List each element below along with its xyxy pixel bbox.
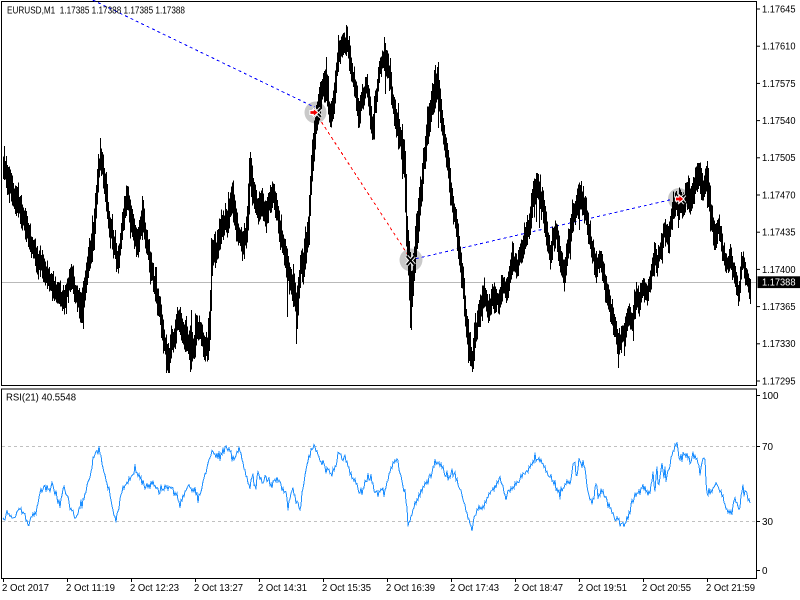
svg-text:1.17645: 1.17645 <box>762 4 796 15</box>
svg-text:2 Oct 13:27: 2 Oct 13:27 <box>194 583 243 594</box>
svg-text:1.17400: 1.17400 <box>762 265 796 276</box>
svg-text:1.17365: 1.17365 <box>762 302 796 313</box>
svg-text:2 Oct 15:35: 2 Oct 15:35 <box>322 583 371 594</box>
svg-text:2 Oct 2017: 2 Oct 2017 <box>2 583 49 594</box>
svg-text:1.17388: 1.17388 <box>762 278 796 289</box>
svg-text:EURUSD,M1 1.17385 1.17388 1.1: EURUSD,M1 1.17385 1.17388 1.17385 1.1738… <box>7 6 185 17</box>
svg-text:1.17575: 1.17575 <box>762 79 796 90</box>
svg-text:1.17540: 1.17540 <box>762 116 796 127</box>
svg-text:2 Oct 21:59: 2 Oct 21:59 <box>706 583 755 594</box>
svg-text:1.17610: 1.17610 <box>762 42 796 53</box>
svg-text:100: 100 <box>762 391 779 402</box>
svg-text:2 Oct 14:31: 2 Oct 14:31 <box>258 583 307 594</box>
svg-text:70: 70 <box>762 442 773 453</box>
svg-text:2 Oct 11:19: 2 Oct 11:19 <box>66 583 115 594</box>
svg-text:2 Oct 17:43: 2 Oct 17:43 <box>450 583 499 594</box>
svg-text:2 Oct 18:47: 2 Oct 18:47 <box>514 583 563 594</box>
svg-text:0: 0 <box>762 566 768 577</box>
svg-text:2 Oct 12:23: 2 Oct 12:23 <box>130 583 179 594</box>
svg-text:1.17435: 1.17435 <box>762 228 796 239</box>
svg-text:1.17295: 1.17295 <box>762 376 796 387</box>
svg-text:1.17330: 1.17330 <box>762 339 796 350</box>
svg-text:30: 30 <box>762 517 773 528</box>
svg-text:1.17470: 1.17470 <box>762 190 796 201</box>
svg-text:2 Oct 19:51: 2 Oct 19:51 <box>578 583 627 594</box>
svg-text:2 Oct 16:39: 2 Oct 16:39 <box>386 583 435 594</box>
svg-text:RSI(21) 40.5548: RSI(21) 40.5548 <box>6 393 76 404</box>
svg-text:2 Oct 20:55: 2 Oct 20:55 <box>642 583 691 594</box>
svg-text:1.17505: 1.17505 <box>762 153 796 164</box>
